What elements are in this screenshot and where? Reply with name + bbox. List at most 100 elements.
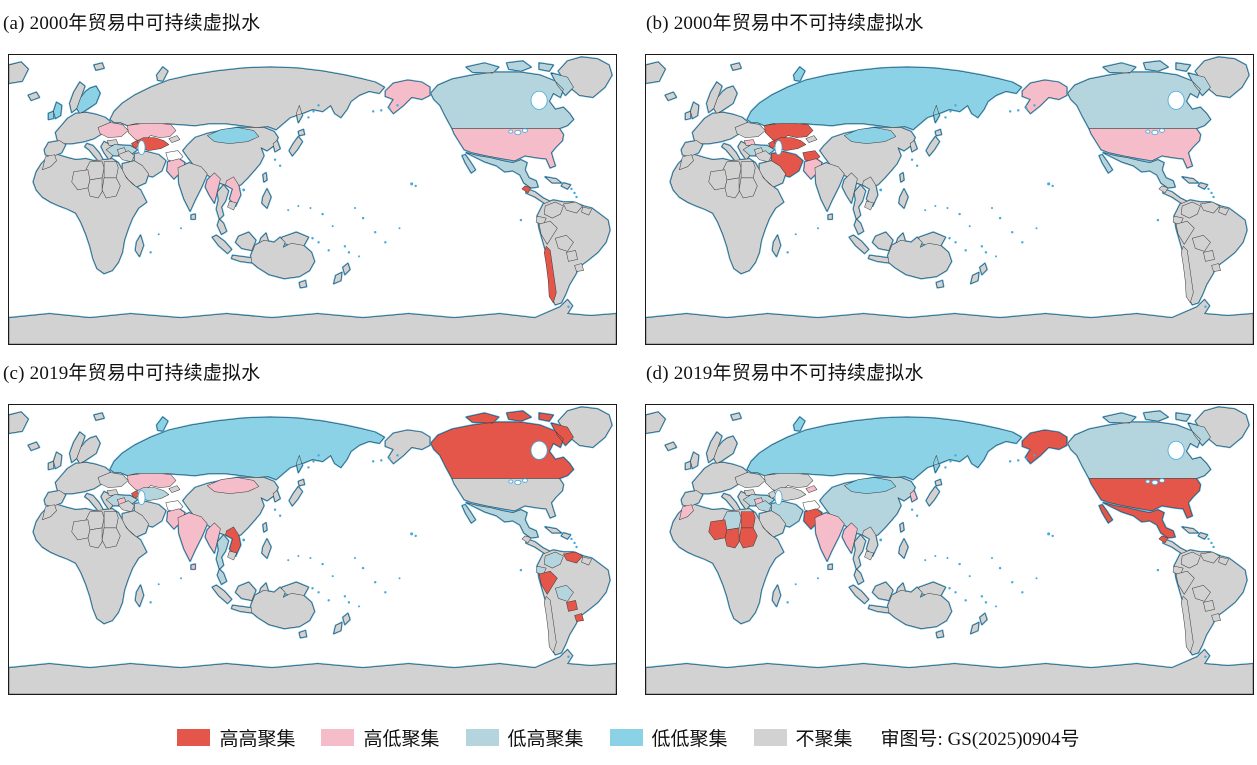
lake-caspian-sea — [137, 140, 146, 156]
region-venezuela — [563, 201, 583, 214]
region-mexico — [461, 152, 539, 189]
island-dot — [1011, 231, 1014, 234]
region-uruguay — [574, 613, 584, 622]
island-dot — [380, 109, 383, 112]
island-dot — [1051, 534, 1054, 538]
region-ukraine — [97, 472, 129, 488]
island-dot — [331, 225, 334, 228]
region-philippines — [898, 538, 909, 559]
island-dot — [361, 566, 365, 570]
island-dot — [519, 568, 523, 572]
region-europe — [55, 112, 111, 144]
island-dot — [1212, 195, 1215, 199]
region-svalbard — [730, 412, 742, 421]
island-dot — [371, 460, 375, 463]
island-dot — [327, 599, 330, 602]
region-kazakhstan — [127, 473, 177, 492]
region-new_zealand — [333, 263, 351, 284]
region-cambodia — [864, 200, 874, 211]
region-niger — [708, 169, 728, 191]
region-antarctica — [646, 299, 1253, 344]
region-korea — [272, 490, 281, 502]
region-guyanas — [581, 556, 592, 566]
region-bolivia — [555, 234, 574, 252]
region-mongolia — [207, 127, 260, 144]
region-guyanas — [1218, 206, 1229, 216]
region-antarctica — [646, 649, 1253, 694]
island-dot — [1021, 241, 1024, 244]
region-usa — [1088, 128, 1201, 169]
island-dot — [954, 591, 957, 594]
island-dot — [573, 541, 576, 545]
region-sumatra — [849, 234, 869, 254]
island-dot — [414, 184, 417, 188]
island-dot — [915, 514, 919, 517]
island-dot — [980, 245, 984, 248]
island-dot — [964, 249, 967, 252]
legend-label-lh: 低高聚集 — [507, 729, 584, 750]
region-madagascar — [135, 234, 144, 257]
region-iraq — [118, 500, 135, 512]
legend-label-ll: 低低聚集 — [651, 729, 728, 750]
region-paraguay — [1203, 250, 1215, 262]
legend-item-lh: 低高聚集 — [465, 724, 584, 751]
region-sweden_finland — [76, 435, 101, 464]
region-chad — [724, 177, 740, 199]
region-hispaniola — [561, 182, 571, 190]
region-greenland_left — [646, 61, 666, 84]
island-dot — [1035, 577, 1038, 580]
region-sri_lanka — [190, 213, 196, 220]
region-taiwan — [262, 172, 268, 183]
island-dot — [273, 508, 277, 511]
region-guatemala — [521, 535, 532, 544]
region-egypt — [103, 511, 119, 529]
region-myanmar — [842, 522, 858, 554]
region-venezuela — [1200, 201, 1220, 214]
region-myanmar — [842, 172, 858, 204]
world-map — [9, 406, 616, 694]
region-uk — [53, 452, 62, 469]
region-japan — [925, 479, 942, 506]
world-map — [646, 406, 1253, 694]
island-dot — [414, 534, 417, 538]
island-dot — [879, 188, 883, 192]
region-antarctica — [9, 299, 616, 344]
region-europe — [692, 112, 748, 144]
region-kazakhstan — [764, 473, 814, 492]
region-egypt — [740, 511, 756, 529]
region-europe — [692, 462, 748, 494]
island-dot — [327, 249, 330, 252]
island-dot — [954, 241, 957, 244]
region-guatemala — [1158, 535, 1169, 544]
island-dot — [948, 587, 951, 590]
island-dot — [575, 195, 578, 199]
island-dot — [353, 207, 357, 210]
region-iberia — [681, 490, 703, 507]
lake-caspian-sea — [774, 140, 783, 156]
island-dot — [944, 466, 947, 469]
region-usa — [451, 478, 564, 519]
region-philippines — [898, 188, 909, 209]
world-map — [9, 56, 616, 344]
region-tasmania — [936, 630, 944, 638]
region-canada — [1067, 410, 1211, 479]
region-hispaniola — [561, 532, 571, 540]
region-europe — [55, 462, 111, 494]
region-madagascar — [772, 234, 781, 257]
region-iraq — [755, 500, 772, 512]
island-dot — [307, 116, 310, 119]
region-chad — [87, 177, 103, 199]
island-dot — [157, 583, 160, 586]
island-dot — [1021, 591, 1024, 594]
region-cambodia — [227, 550, 237, 561]
region-norway — [706, 431, 723, 463]
island-dot — [312, 110, 315, 113]
island-dot — [179, 227, 182, 230]
island-dot — [567, 655, 570, 658]
legend-item-ns: 不聚集 — [753, 724, 853, 751]
island-dot — [958, 212, 961, 216]
island-dot — [321, 562, 324, 566]
region-peru — [538, 570, 558, 595]
island-dot — [157, 233, 160, 236]
island-dot — [331, 575, 334, 578]
